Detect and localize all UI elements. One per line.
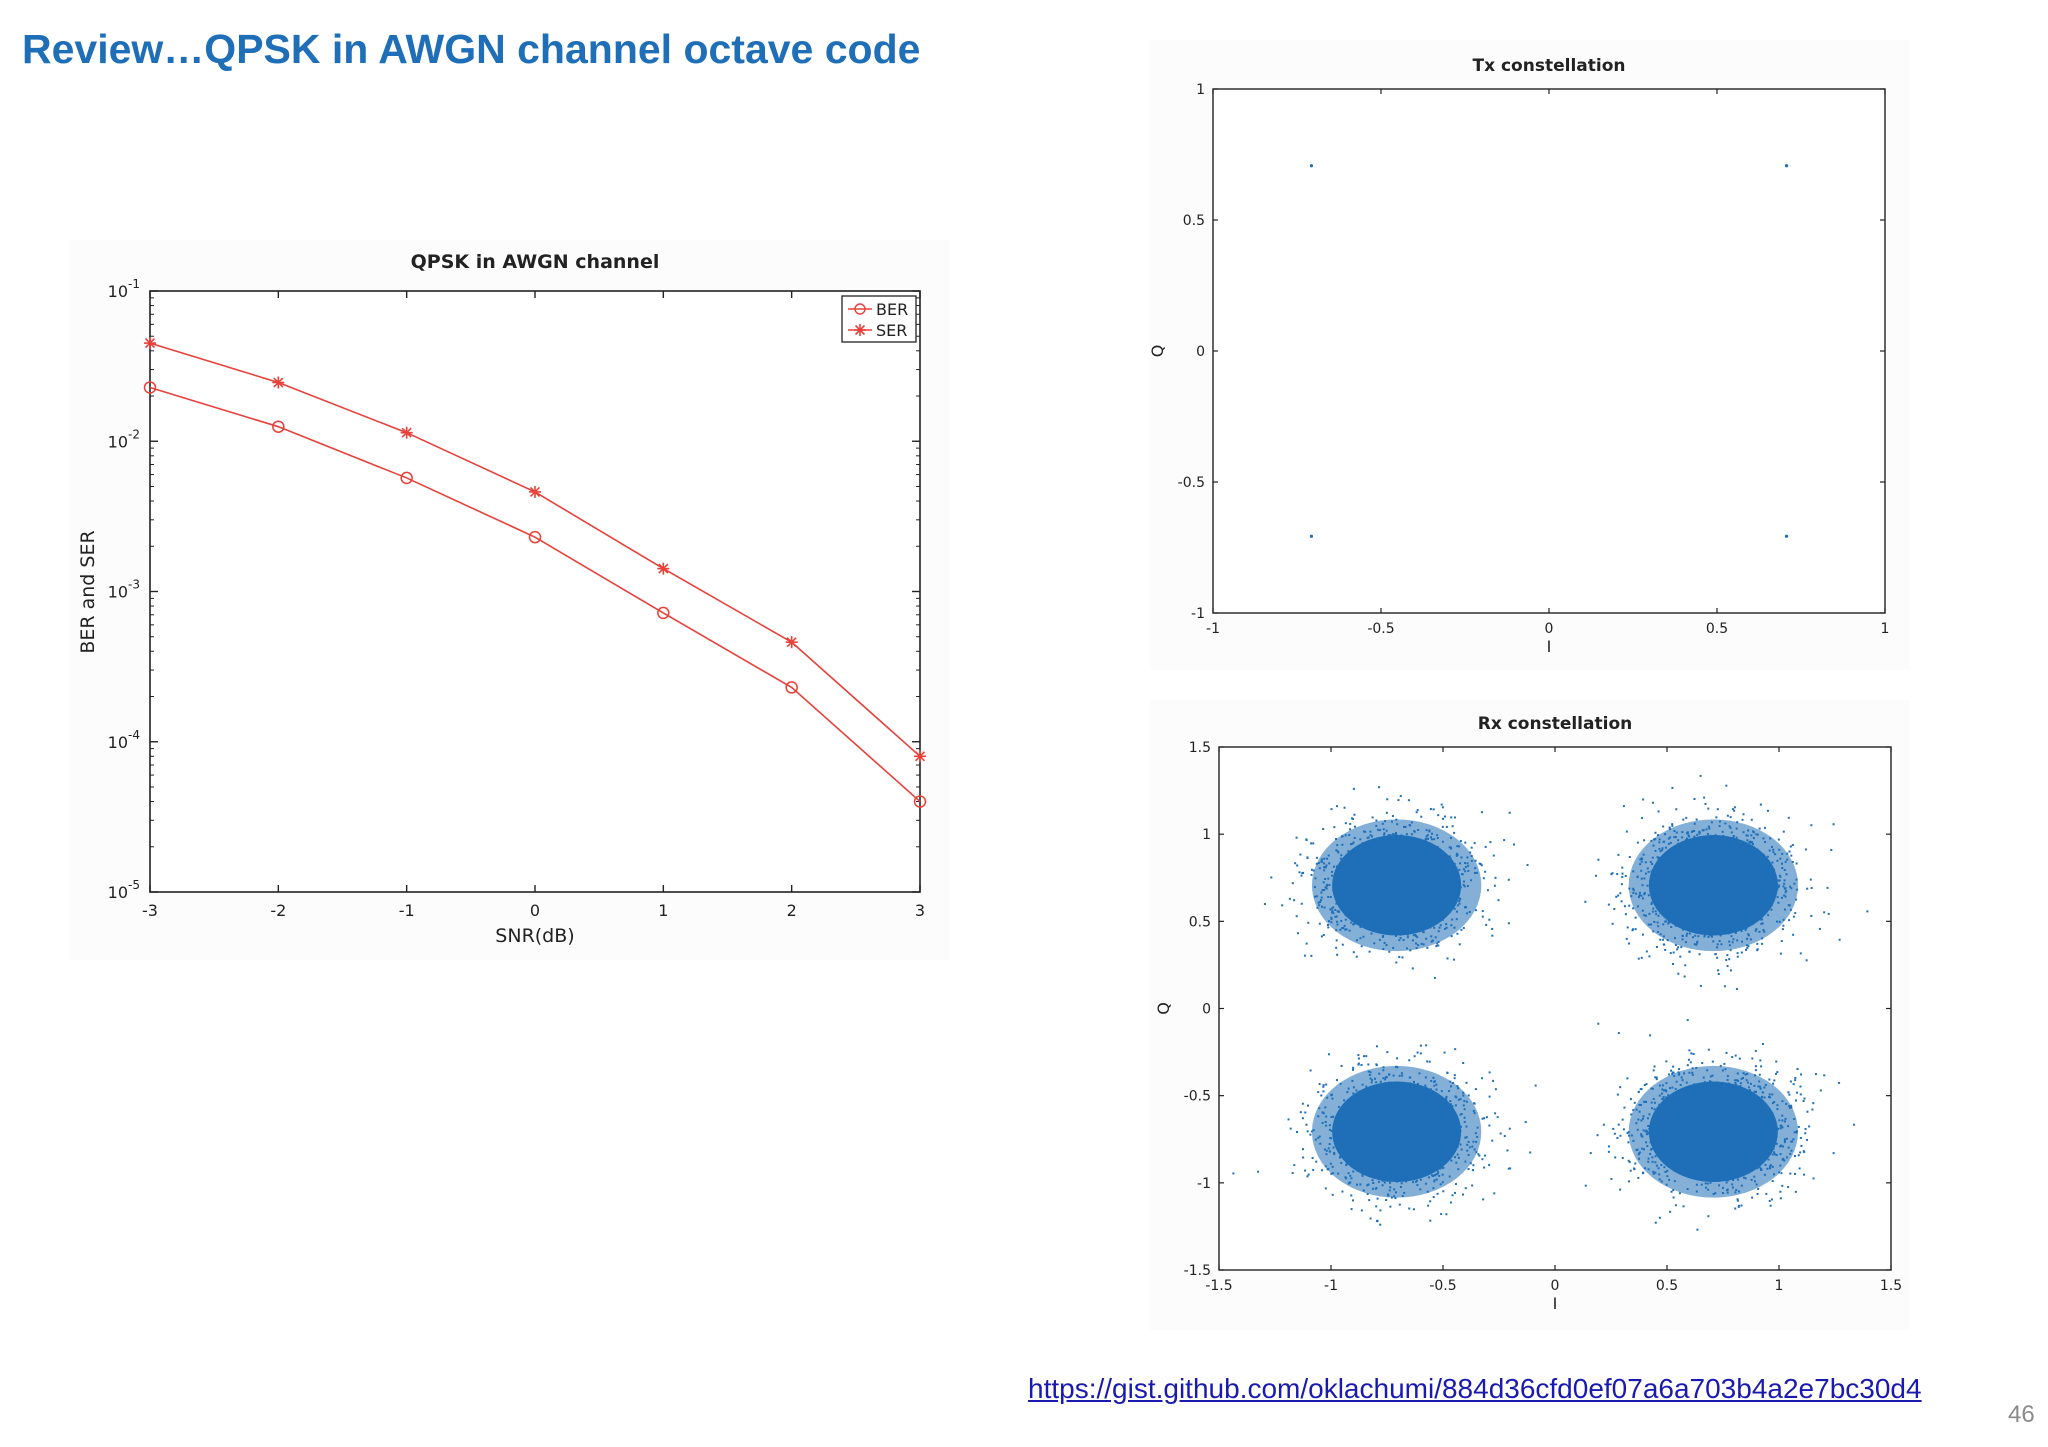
ser-data-point xyxy=(657,562,670,575)
ber-x-tick-label: 3 xyxy=(915,901,925,920)
ber-x-tick-label: -3 xyxy=(142,901,158,920)
legend-ser-marker xyxy=(854,324,866,336)
tx-x-tick-label: -0.5 xyxy=(1367,621,1394,637)
page-number: 46 xyxy=(2008,1401,2035,1428)
ber-data-point xyxy=(143,381,157,394)
tx-y-tick-label: 1 xyxy=(1196,82,1205,98)
rx-y-tick-label: 0 xyxy=(1202,1002,1211,1018)
rx-y-tick-label: -0.5 xyxy=(1184,1089,1211,1105)
ber-data-point xyxy=(657,606,670,620)
ber-y-tick-label: 10-2 xyxy=(108,427,140,451)
ber-y-tick-exponent: -4 xyxy=(128,728,140,742)
rx-cluster xyxy=(1232,1044,1537,1226)
tx-x-tick-label: 0 xyxy=(1545,621,1554,637)
rx-x-tick-label: 0.5 xyxy=(1656,1278,1678,1294)
ber-legend-box xyxy=(841,295,917,343)
tx-y-tick-label: 0.5 xyxy=(1183,213,1205,229)
ser-data-point xyxy=(785,636,798,649)
tx-x-tick-label: 0.5 xyxy=(1706,621,1728,637)
rx-y-tick-label: -1 xyxy=(1197,1176,1211,1192)
tx-symbol-point xyxy=(1784,534,1789,538)
gist-link[interactable]: https://gist.github.com/oklachumi/884d36… xyxy=(1028,1373,1922,1404)
rx-y-tick-label: 0.5 xyxy=(1189,914,1211,930)
legend-ber-label: BER xyxy=(876,300,908,319)
ber-plot-frame xyxy=(149,290,921,893)
ber-y-axis-label: BER and SER xyxy=(77,530,99,653)
ber-x-tick-label: -1 xyxy=(399,901,415,920)
ber-x-axis-label: SNR(dB) xyxy=(495,925,574,947)
ber-y-tick-exponent: -5 xyxy=(128,878,140,892)
rx-chart-title: Rx constellation xyxy=(1478,714,1632,734)
ber-y-tick-exponent: -1 xyxy=(128,277,140,291)
rx-x-tick-label: -0.5 xyxy=(1429,1278,1456,1294)
rx-plot-frame xyxy=(1218,746,1892,1271)
ber-x-tick-label: 1 xyxy=(658,901,668,920)
ber-y-tick-base: 10 xyxy=(108,733,128,752)
rx-cluster xyxy=(1584,774,1869,990)
ber-y-tick-base: 10 xyxy=(108,883,128,902)
slide-title: Review…QPSK in AWGN channel octave code xyxy=(22,26,921,72)
tx-y-tick-label: 0 xyxy=(1196,344,1205,360)
ber-data-point xyxy=(913,795,927,808)
tx-x-axis-label: I xyxy=(1547,637,1552,656)
ser-data-point xyxy=(914,750,926,763)
ber-y-tick-base: 10 xyxy=(108,432,128,451)
tx-symbol-point xyxy=(1309,164,1314,168)
rx-x-tick-label: 1.5 xyxy=(1880,1278,1902,1294)
ber-data-point xyxy=(272,420,285,433)
ser-data-point xyxy=(272,376,285,389)
ber-data-point xyxy=(528,530,542,544)
rx-y-axis-label: Q xyxy=(1154,1002,1173,1015)
ber-y-tick-exponent: -2 xyxy=(128,427,140,441)
ber-series-line xyxy=(149,386,921,803)
rx-y-tick-label: 1 xyxy=(1202,827,1211,843)
tx-x-tick-label: -1 xyxy=(1206,621,1220,637)
tx-y-axis-label: Q xyxy=(1148,345,1167,358)
rx-cluster xyxy=(1263,786,1529,979)
tx-symbol-point xyxy=(1309,534,1314,538)
ber-data-point xyxy=(785,681,798,694)
rx-y-tick-label: -1.5 xyxy=(1184,1263,1211,1279)
rx-x-tick-label: -1.5 xyxy=(1205,1278,1232,1294)
ser-data-point xyxy=(144,337,156,350)
rx-x-tick-label: -1 xyxy=(1324,1278,1338,1294)
tx-chart-title: Tx constellation xyxy=(1473,56,1626,76)
ber-chart-title: QPSK in AWGN channel xyxy=(411,251,660,273)
tx-y-tick-label: -0.5 xyxy=(1178,475,1205,491)
tx-plot-frame xyxy=(1212,88,1886,614)
rx-x-axis-label: I xyxy=(1553,1294,1558,1313)
ser-data-point xyxy=(400,426,413,439)
tx-x-tick-label: 1 xyxy=(1881,621,1890,637)
rx-y-tick-label: 1.5 xyxy=(1189,740,1211,756)
ser-data-point xyxy=(529,485,541,498)
rx-cluster xyxy=(1584,1019,1856,1231)
tx-y-tick-label: -1 xyxy=(1191,606,1205,622)
ber-x-tick-label: 2 xyxy=(787,901,797,920)
ber-y-tick-label: 10-3 xyxy=(108,578,140,602)
ber-y-tick-label: 10-1 xyxy=(108,277,140,301)
ber-y-tick-base: 10 xyxy=(108,282,128,301)
ber-data-point xyxy=(400,471,413,485)
ber-y-tick-base: 10 xyxy=(108,583,128,602)
ber-y-tick-label: 10-5 xyxy=(108,878,140,902)
rx-x-tick-label: 1 xyxy=(1775,1278,1784,1294)
tx-symbol-point xyxy=(1784,164,1789,168)
legend-ser-label: SER xyxy=(876,321,907,340)
rx-x-tick-label: 0 xyxy=(1551,1278,1560,1294)
ber-x-tick-label: -2 xyxy=(270,901,286,920)
ber-y-tick-label: 10-4 xyxy=(108,728,140,752)
ber-x-tick-label: 0 xyxy=(530,901,540,920)
legend-ber-marker xyxy=(854,303,866,315)
ber-y-tick-exponent: -3 xyxy=(128,578,140,592)
